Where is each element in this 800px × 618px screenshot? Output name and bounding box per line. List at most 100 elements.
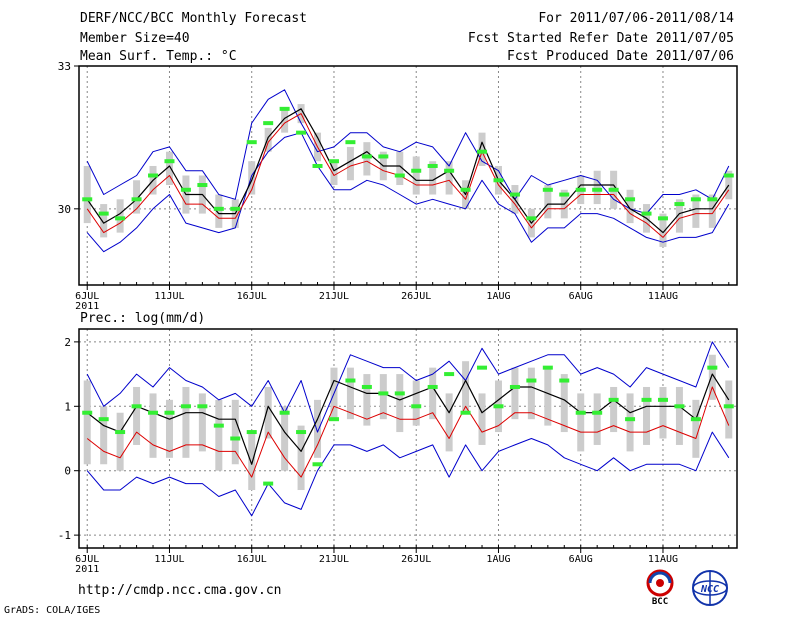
temp-xtick-label-16JUL: 16JUL: [237, 291, 267, 302]
temp-spread-box-day12: [264, 127, 272, 152]
precip-spread-box-day22: [429, 367, 437, 420]
temp-spread-box-day20: [396, 151, 404, 186]
precip-panel-label: Prec.: log(mm/d): [80, 311, 206, 326]
precip-spread-box-day5: [149, 393, 157, 458]
precip-green-marker-day26: [493, 404, 504, 409]
temp-spread-box-day23: [445, 161, 453, 195]
precip-spread-box-day21: [412, 380, 420, 426]
temp-green-marker-day36: [657, 216, 668, 221]
temp-spread-box-day6: [165, 151, 173, 186]
precip-xtick-label-1AUG: 1AUG: [486, 554, 510, 565]
temp-green-marker-day35: [641, 211, 652, 216]
precip-spread-box-day34: [626, 393, 634, 452]
precip-green-marker-day28: [526, 378, 537, 383]
precip-spread-box-day11: [248, 432, 256, 491]
temp-green-marker-day22: [427, 163, 438, 168]
precip-spread-box-day27: [511, 367, 519, 420]
precip-green-marker-day30: [559, 378, 570, 383]
header-title: DERF/NCC/BCC Monthly Forecast: [80, 11, 307, 26]
temp-xtick-label-1AUG: 1AUG: [486, 291, 510, 302]
precip-green-marker-day2: [98, 417, 109, 422]
temp-green-marker-day37: [674, 202, 685, 207]
temp-spread-box-day11: [248, 161, 256, 195]
precip-spread-box-day17: [346, 367, 354, 420]
temp-spread-box-day18: [363, 142, 371, 176]
precip-green-marker-day24: [460, 410, 471, 415]
precip-spread-box-day28: [527, 367, 535, 420]
header-member-size: Member Size=40: [80, 31, 190, 46]
precip-green-marker-day1: [82, 410, 93, 415]
precip-green-marker-day36: [657, 397, 668, 402]
temp-spread-box-day21: [412, 156, 420, 195]
temp-spread-box-day22: [429, 161, 437, 195]
temp-green-marker-day30: [559, 192, 570, 197]
temp-spread-box-day34: [626, 189, 634, 224]
precip-green-marker-day19: [378, 391, 389, 396]
temp-spread-box-day4: [133, 180, 141, 214]
precip-green-marker-day5: [148, 410, 159, 415]
precip-spread-box-day9: [215, 399, 223, 471]
temp-green-marker-day26: [493, 178, 504, 183]
temp-ytick-label-30: 30: [58, 203, 71, 216]
temp-green-marker-day12: [263, 121, 274, 126]
precip-green-marker-day6: [164, 410, 175, 415]
temp-green-marker-day21: [411, 168, 422, 173]
precip-green-marker-day37: [674, 404, 685, 409]
precip-ytick-label-2: 2: [64, 336, 71, 349]
precip-green-marker-day38: [690, 417, 701, 422]
precip-green-marker-day33: [608, 397, 619, 402]
temp-spread-box-day39: [708, 194, 716, 228]
source-url[interactable]: http://cmdp.ncc.cma.gov.cn: [78, 583, 282, 598]
temp-green-marker-day17: [345, 140, 356, 145]
precip-green-marker-day9: [213, 423, 224, 428]
temp-spread-box-day25: [478, 132, 486, 166]
precip-spread-box-day19: [379, 374, 387, 420]
temp-frame: [78, 65, 738, 286]
precip-ytick-label-1: 1: [64, 400, 71, 413]
temp-spread-box-day1: [83, 165, 91, 224]
temp-green-marker-day9: [213, 206, 224, 211]
precip-green-marker-day40: [723, 404, 734, 409]
precip-spread-box-day7: [182, 386, 190, 458]
precip-green-marker-day12: [263, 481, 274, 486]
header-variable: Mean Surf. Temp.: °C: [80, 49, 237, 64]
precip-spread-box-day33: [610, 386, 618, 433]
temp-xtick-label-6AUG: 6AUG: [569, 291, 593, 302]
precip-spread-box-day31: [577, 393, 585, 452]
temp-green-marker-day16: [328, 159, 339, 164]
precip-green-marker-day20: [394, 391, 405, 396]
temp-green-marker-day32: [592, 187, 603, 192]
precip-xtick-label-6JUL: 6JUL: [75, 554, 99, 565]
precip-year-label: 2011: [75, 564, 99, 575]
temp-green-marker-day23: [444, 168, 455, 173]
precip-max-line: [86, 341, 730, 433]
temp-green-marker-day11: [246, 140, 257, 145]
precip-green-marker-day8: [197, 404, 208, 409]
temp-min-line: [86, 132, 730, 253]
temp-green-marker-day29: [542, 187, 553, 192]
temp-green-marker-day13: [279, 106, 290, 111]
precip-spread-box-day23: [445, 393, 453, 452]
temp-green-marker-day25: [477, 149, 488, 154]
precip-spread-box-day39: [708, 354, 716, 400]
temp-spread-box-day13: [281, 108, 289, 133]
temp-green-marker-day10: [230, 206, 241, 211]
precip-red-line: [86, 386, 730, 478]
temp-xtick-label-26JUL: 26JUL: [401, 291, 431, 302]
precip-xtick-label-16JUL: 16JUL: [237, 554, 267, 565]
temp-xtick-label-21JUL: 21JUL: [319, 291, 349, 302]
precip-spread-box-day36: [659, 386, 667, 439]
temp-green-marker-day5: [148, 173, 159, 178]
temp-green-marker-day19: [378, 154, 389, 159]
temp-xtick-label-11AUG: 11AUG: [648, 291, 678, 302]
temp-year-label: 2011: [75, 301, 99, 312]
temp-green-marker-day20: [394, 173, 405, 178]
precip-green-marker-day11: [246, 430, 257, 435]
precip-green-marker-day10: [230, 436, 241, 441]
temp-red-line: [86, 113, 730, 238]
temp-green-marker-day39: [707, 197, 718, 202]
precip-ytick-label--1: -1: [58, 529, 71, 542]
precip-panel: 6JUL 11JUL 16JUL 21JUL 26JUL 1AUG 6AUG 11AUG201…: [58, 328, 738, 575]
precip-spread-box-day2: [100, 406, 108, 465]
